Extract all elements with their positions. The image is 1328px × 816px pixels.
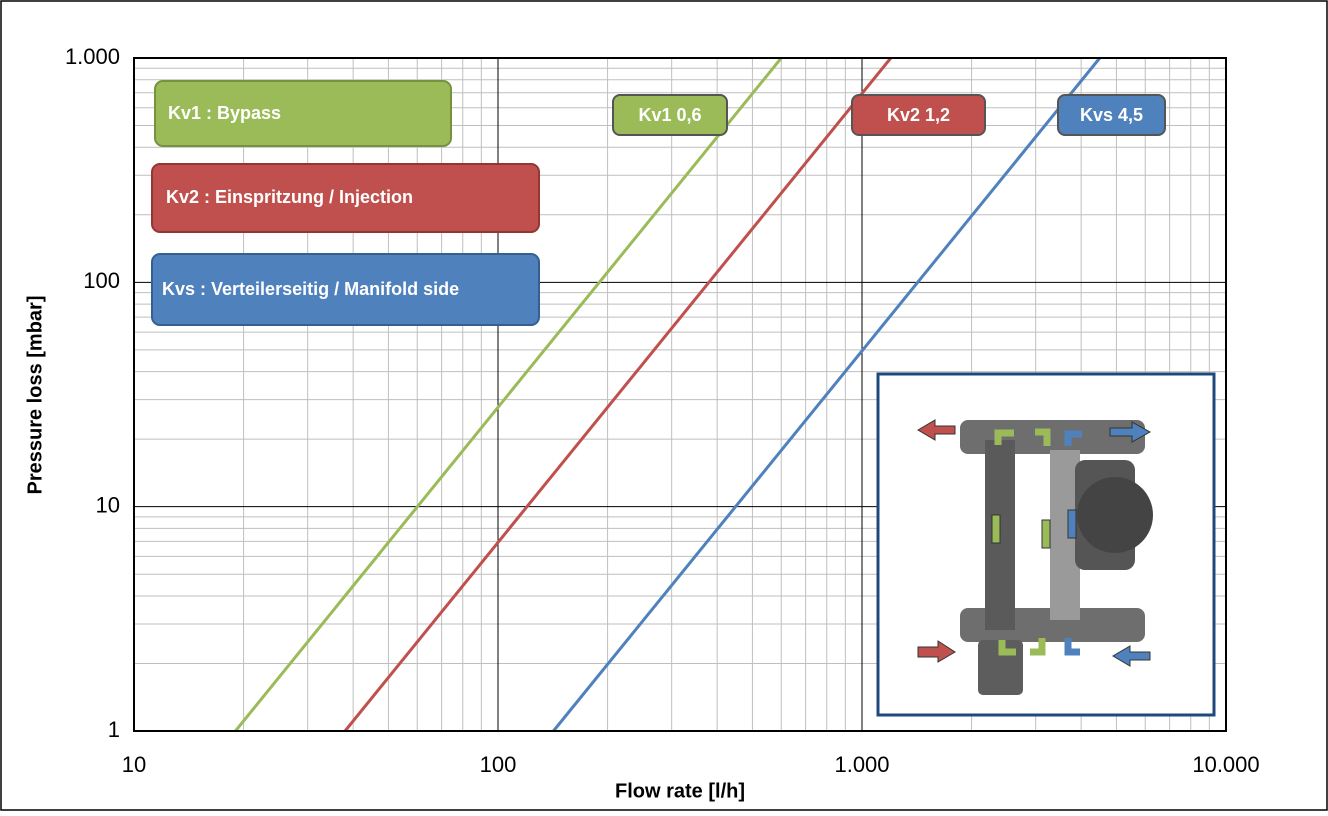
series-label: Kv2 1,2 — [887, 105, 950, 125]
x-tick-label: 1.000 — [834, 752, 889, 777]
y-tick-label: 100 — [83, 268, 120, 293]
x-tick-label: 10.000 — [1192, 752, 1259, 777]
chart: Flow rate [l/h] Pressure loss [mbar] Kv1… — [0, 0, 1328, 811]
x-axis-label: Flow rate [l/h] — [615, 780, 745, 802]
y-axis-label: Pressure loss [mbar] — [24, 296, 46, 495]
annotation: Kvs : Verteilerseitig / Manifold side — [162, 279, 459, 299]
annotation: Kv1 : Bypass — [168, 103, 281, 123]
x-tick-label: 10 — [122, 752, 146, 777]
y-tick-label: 10 — [96, 492, 120, 517]
series-label: Kvs 4,5 — [1080, 105, 1143, 125]
x-tick-label: 100 — [480, 752, 517, 777]
y-tick-label: 1.000 — [65, 44, 120, 69]
inset-illustration — [878, 374, 1214, 715]
y-tick-label: 1 — [108, 717, 120, 742]
annotation: Kv2 : Einspritzung / Injection — [166, 187, 413, 207]
series-label: Kv1 0,6 — [638, 105, 701, 125]
